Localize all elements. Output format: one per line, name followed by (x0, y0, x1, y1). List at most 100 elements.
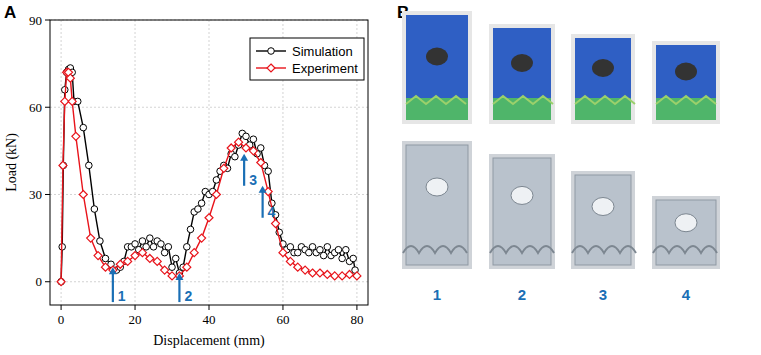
series-marker (87, 234, 95, 242)
annotation-arrow (243, 160, 245, 186)
series-marker (243, 133, 250, 140)
image-caption: 2 (518, 286, 526, 303)
series-marker (183, 263, 191, 271)
hole (675, 214, 697, 232)
hole (592, 198, 614, 216)
arrow-head (240, 154, 248, 161)
tube-body (406, 15, 468, 120)
annotation-label: 2 (184, 288, 192, 304)
tube-body (656, 200, 716, 265)
x-tick-label: 60 (276, 312, 289, 327)
series-marker (109, 266, 117, 274)
series-marker (213, 177, 220, 184)
tube-body (493, 28, 551, 120)
series-marker (57, 278, 65, 286)
series-marker (184, 244, 191, 251)
experiment-photo (652, 196, 720, 269)
image-bg (489, 154, 555, 269)
image-caption: 1 (433, 286, 441, 303)
series-line (61, 72, 357, 281)
series-marker (335, 246, 342, 253)
fold-zone (575, 98, 631, 120)
legend-marker (268, 48, 275, 55)
tube-body (656, 45, 716, 120)
fold-line (403, 246, 467, 253)
fold-zone (493, 98, 551, 120)
series-marker (279, 249, 287, 257)
series-marker (235, 138, 243, 146)
series-marker (232, 153, 239, 160)
x-tick (282, 305, 283, 310)
experiment-photo (571, 171, 636, 269)
experiment-photo (489, 154, 555, 269)
x-tick-label: 40 (203, 312, 216, 327)
series-marker (124, 257, 132, 265)
series-marker (323, 270, 331, 278)
image-caption: 3 (599, 286, 607, 303)
series-marker (138, 249, 146, 257)
series-marker (339, 255, 346, 262)
image-caption: 4 (682, 286, 691, 303)
grid-line (50, 281, 368, 282)
x-tick-label: 20 (129, 312, 142, 327)
annotation-arrow (112, 273, 114, 302)
series-marker (66, 74, 74, 82)
fold-zone (656, 98, 716, 120)
series-marker (257, 145, 264, 152)
fold-line (656, 96, 716, 104)
series-marker (169, 264, 176, 271)
x-tick-label: 80 (350, 312, 363, 327)
tube-body (575, 38, 631, 120)
series-marker (143, 244, 150, 251)
legend-marker (267, 64, 275, 72)
legend-box (250, 38, 364, 80)
x-axis-label: Displacement (mm) (153, 333, 265, 349)
image-bg (571, 171, 635, 269)
series-marker (250, 136, 257, 143)
series-marker (97, 238, 104, 245)
annotation-arrow (262, 192, 264, 218)
series-marker (198, 200, 205, 207)
series-marker (257, 159, 265, 167)
y-tick-label: 60 (29, 100, 42, 115)
y-tick (45, 281, 50, 282)
simulation-image (652, 41, 720, 124)
fold-line (653, 246, 717, 253)
series-marker (153, 257, 161, 265)
grid-line (50, 107, 368, 108)
y-tick (45, 20, 50, 21)
x-tick (135, 305, 136, 310)
y-tick-label: 30 (29, 187, 42, 202)
hole (426, 48, 448, 66)
series-marker (158, 241, 165, 248)
image-bg (402, 11, 472, 124)
series-marker (350, 255, 357, 262)
annotation-arrow (178, 279, 180, 302)
annotation-label: 3 (249, 172, 257, 188)
hole (511, 186, 533, 204)
grid-line (209, 20, 210, 305)
figure: A0204060800306090Displacement (mm)Load (… (0, 0, 761, 355)
series-marker (220, 164, 228, 172)
simulation-image (489, 24, 555, 124)
legend-label: Experiment (292, 61, 358, 76)
y-tick-label: 0 (36, 274, 43, 289)
hole (592, 59, 614, 77)
series-marker (343, 246, 350, 253)
series-marker (80, 124, 87, 131)
plot-frame (50, 20, 368, 305)
y-axis-label: Load (kN) (4, 133, 20, 192)
series-marker (58, 278, 65, 285)
fold-line (575, 96, 635, 104)
series-marker (198, 234, 206, 242)
panel-label: A (4, 3, 16, 22)
series-marker (324, 244, 331, 251)
experiment-photo (402, 141, 472, 269)
y-tick-label: 90 (29, 13, 42, 28)
series-marker (147, 235, 154, 242)
series-marker (187, 226, 194, 233)
fold-line (406, 96, 466, 104)
image-bg (652, 196, 720, 269)
y-tick (45, 107, 50, 108)
image-bg (489, 24, 555, 124)
